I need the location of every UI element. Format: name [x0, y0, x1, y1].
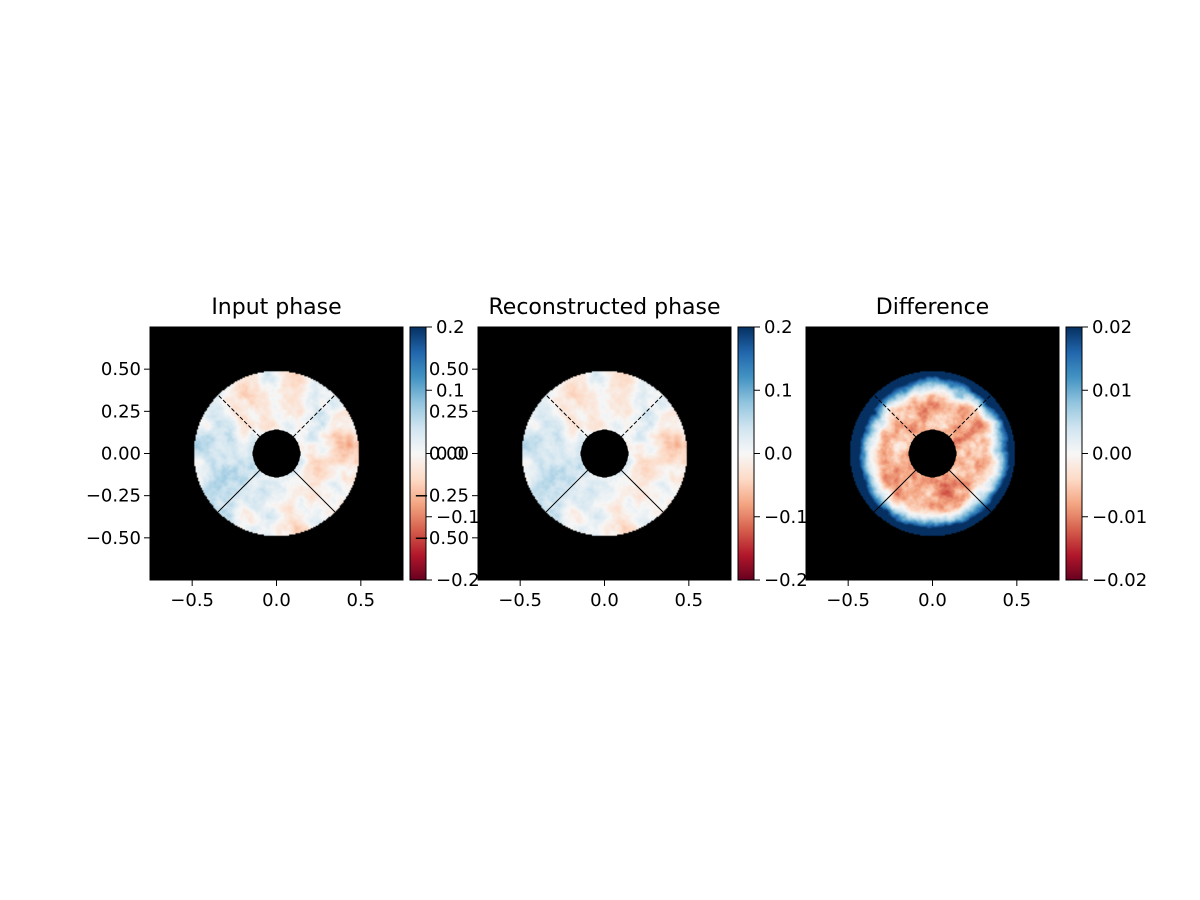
spider-line [292, 469, 336, 513]
chart-title: Difference [876, 295, 989, 320]
spider-line [217, 469, 261, 513]
colorbar-tick-label: −0.1 [764, 507, 808, 528]
spider-line [948, 469, 992, 513]
chart-panel-2: Reconstructed phase −0.5 0.0 0.5 0.50 0.25 0.0… [414, 295, 808, 611]
spider-line [873, 394, 917, 438]
colorbar-tick-label: 0.1 [436, 380, 465, 401]
spider-line [545, 394, 589, 438]
x-tick-label: 0.5 [1003, 590, 1032, 611]
colorbar-tick-label: −0.2 [764, 570, 808, 591]
colorbar-tick-label: 0.0 [436, 444, 465, 465]
spider-line [217, 394, 261, 438]
y-tick-label: 0.00 [101, 444, 141, 465]
spider-line [873, 469, 917, 513]
y-tick-label: −0.50 [86, 528, 141, 549]
x-tick-label: −0.5 [826, 590, 870, 611]
colorbar [1066, 327, 1082, 580]
colorbar-tick-label: 0.00 [1092, 444, 1132, 465]
colorbar-tick-label: 0.2 [764, 317, 793, 338]
y-tick-label: −0.25 [86, 486, 141, 507]
x-tick-label: 0.0 [262, 590, 291, 611]
colorbar-tick-label: −0.2 [436, 570, 480, 591]
central-obstruction [908, 429, 957, 478]
x-tick-label: 0.5 [675, 590, 704, 611]
spider-line [948, 394, 992, 438]
y-tick-label: 0.50 [101, 359, 141, 380]
colorbar-tick-label: 0.1 [764, 380, 793, 401]
chart-panel-1: Input phase−0.5 0.0 0.50.500.250.00−0.25−0… [86, 295, 480, 611]
colorbar [738, 327, 754, 580]
y-tick-label: 0.25 [429, 401, 469, 422]
x-tick-label: −0.5 [498, 590, 542, 611]
x-tick-label: 0.5 [347, 590, 376, 611]
y-tick-label: −0.25 [414, 486, 469, 507]
colorbar-tick-label: 0.01 [1092, 380, 1132, 401]
colorbar-tick-label: −0.1 [436, 507, 480, 528]
colorbar-tick-label: 0.0 [764, 444, 793, 465]
spider-line [620, 394, 664, 438]
x-tick-label: 0.0 [590, 590, 619, 611]
y-tick-label: 0.50 [429, 359, 469, 380]
central-obstruction [580, 429, 629, 478]
chart-panel-3: Difference −0.5 0.0 0.5 0.02 0.01 0.00 −0.01 −0.… [805, 295, 1147, 611]
spider-line [292, 394, 336, 438]
spider-line [545, 469, 589, 513]
y-tick-label: 0.25 [101, 401, 141, 422]
x-tick-label: −0.5 [170, 590, 214, 611]
colorbar-tick-label: 0.2 [436, 317, 465, 338]
y-tick-label: 0.00 [429, 444, 469, 465]
colorbar-tick-label: 0.02 [1092, 317, 1132, 338]
colorbar [410, 327, 426, 580]
colorbar-tick-label: −0.02 [1092, 570, 1147, 591]
central-obstruction [252, 429, 301, 478]
spider-line [620, 469, 664, 513]
x-tick-label: 0.0 [918, 590, 947, 611]
colorbar-tick-label: −0.01 [1092, 507, 1147, 528]
chart-title: Reconstructed phase [488, 295, 720, 320]
chart-title: Input phase [211, 295, 341, 320]
y-tick-label: −0.50 [414, 528, 469, 549]
